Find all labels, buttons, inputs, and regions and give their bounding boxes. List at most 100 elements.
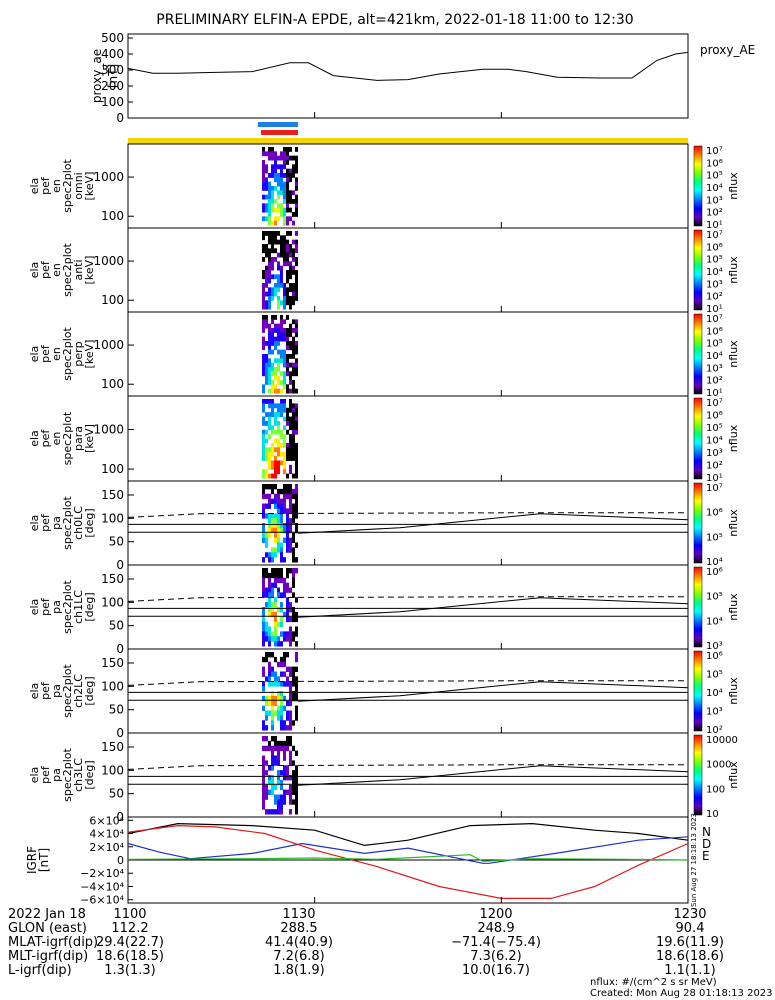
spectrogram-cell [292, 425, 295, 431]
spectrogram-cell [283, 438, 286, 444]
spectrogram-cell [265, 181, 268, 187]
spectrogram-cell [262, 384, 265, 390]
colorbar-tick-label: 10² [706, 208, 723, 219]
spectrogram-cell [268, 147, 271, 152]
spectrogram-cell [265, 429, 268, 435]
spectrogram-cell [262, 203, 265, 209]
spectrogram-cell [289, 740, 292, 747]
spectrogram-cell [280, 661, 283, 668]
spectrogram-cell [262, 626, 265, 632]
spectrogram-cell [274, 547, 277, 553]
spectrogram-cell [286, 203, 289, 209]
spectrogram-cell [265, 151, 268, 157]
ylabel-part: anti [72, 259, 85, 280]
spectrogram-cell [268, 261, 271, 267]
coverage-bars [128, 122, 688, 144]
ylabel-part: pa [50, 684, 63, 698]
spectrogram-cell [271, 547, 274, 553]
spectrogram-cell [289, 686, 292, 692]
spectrogram-cell [280, 265, 283, 271]
spectrogram-cell [274, 456, 277, 461]
spectrogram-cell [274, 671, 277, 677]
anti-loss-cone-line [127, 512, 688, 518]
spectrogram-cell [262, 695, 265, 702]
spectrogram-cell [280, 283, 283, 288]
spectrogram-cell [289, 425, 292, 431]
spectrogram-cell [283, 155, 286, 161]
spectrogram-cell [271, 362, 274, 368]
spectrogram-cell [268, 412, 271, 418]
spectrogram-cell [265, 412, 268, 418]
spectrogram-cell [286, 442, 289, 448]
spectrogram-cell [274, 231, 277, 236]
spectrogram-cell [277, 607, 280, 613]
spectrogram-cell [283, 349, 286, 355]
ytick-label: 100 [101, 377, 124, 391]
spectrogram-cell [292, 513, 295, 519]
spectrogram-cell [289, 789, 292, 795]
spectrogram-cell [274, 695, 277, 702]
spectrogram-cell [265, 695, 268, 702]
colorbar-tick-label: 10⁷ [706, 230, 723, 241]
spectrogram-cell [274, 291, 277, 297]
spectrogram-cell [271, 291, 274, 297]
spectrogram-cell [262, 181, 265, 187]
spectrogram-cell [268, 513, 271, 519]
spectrogram-cell [271, 239, 274, 245]
spectrogram-cell [280, 358, 283, 364]
spectrogram-cell [286, 270, 289, 275]
spectrogram-cell [295, 177, 298, 183]
spectrogram-cell [277, 547, 280, 553]
spectrogram-cell [292, 631, 295, 637]
spectrogram-cell [265, 278, 268, 284]
spectrogram-cell [277, 190, 280, 196]
spectrogram-cell [277, 740, 280, 747]
spectrogram-cell [289, 177, 292, 183]
footer-label-l: L-igrf(dip) [8, 963, 72, 978]
spectrogram-cell [265, 760, 268, 766]
spectrogram-cell [271, 151, 274, 157]
spectrogram-cell [286, 199, 289, 204]
spectrogram-cell [295, 626, 298, 632]
spectrogram-cell [268, 332, 271, 338]
spectrogram-cell [283, 362, 286, 368]
spectrogram-cell [262, 367, 265, 372]
spectrogram-cell [265, 631, 268, 637]
spectrogram-cell [271, 552, 274, 558]
proxy-ae-line [127, 51, 689, 81]
spectrogram-cell [280, 799, 283, 805]
spectrogram-cell [292, 775, 295, 781]
spectrogram-cell [295, 323, 298, 329]
spectrogram-cell [268, 362, 271, 368]
spectrogram-cell [277, 407, 280, 413]
spectrogram-cell [280, 354, 283, 359]
spectrogram-cell [292, 681, 295, 687]
spectrogram-cell [271, 725, 274, 731]
spectrogram-cell [292, 552, 295, 558]
colorbar-label: nflux [727, 172, 740, 200]
spectrogram-cell [286, 652, 289, 658]
spectrogram-cell [280, 631, 283, 637]
spectrogram-cell [262, 270, 265, 275]
spectrogram-cell [271, 710, 274, 716]
colorbar-label: nflux [727, 593, 740, 621]
colorbar-tick-label: 10² [706, 461, 723, 472]
legend-D: D [702, 837, 711, 851]
ylabel-part: en [50, 432, 63, 446]
spectrogram-cell [283, 750, 286, 756]
spectrogram-cell [265, 371, 268, 377]
spectrogram-cell [286, 582, 289, 588]
spectrogram-cell [271, 425, 274, 431]
colorbar-tick-label: 10¹ [706, 473, 723, 484]
spectrogram-cell [265, 513, 268, 519]
spectrogram-cell [280, 388, 283, 394]
spectrogram-cell [283, 508, 286, 514]
spectrogram-cell [283, 164, 286, 170]
spectrogram-cell [292, 300, 295, 306]
spectrogram-cell [295, 799, 298, 805]
spectrogram-cell [277, 362, 280, 368]
spectrogram-cell [280, 740, 283, 747]
spectrogram-cell [268, 527, 271, 534]
spectrogram-cell [280, 518, 283, 524]
